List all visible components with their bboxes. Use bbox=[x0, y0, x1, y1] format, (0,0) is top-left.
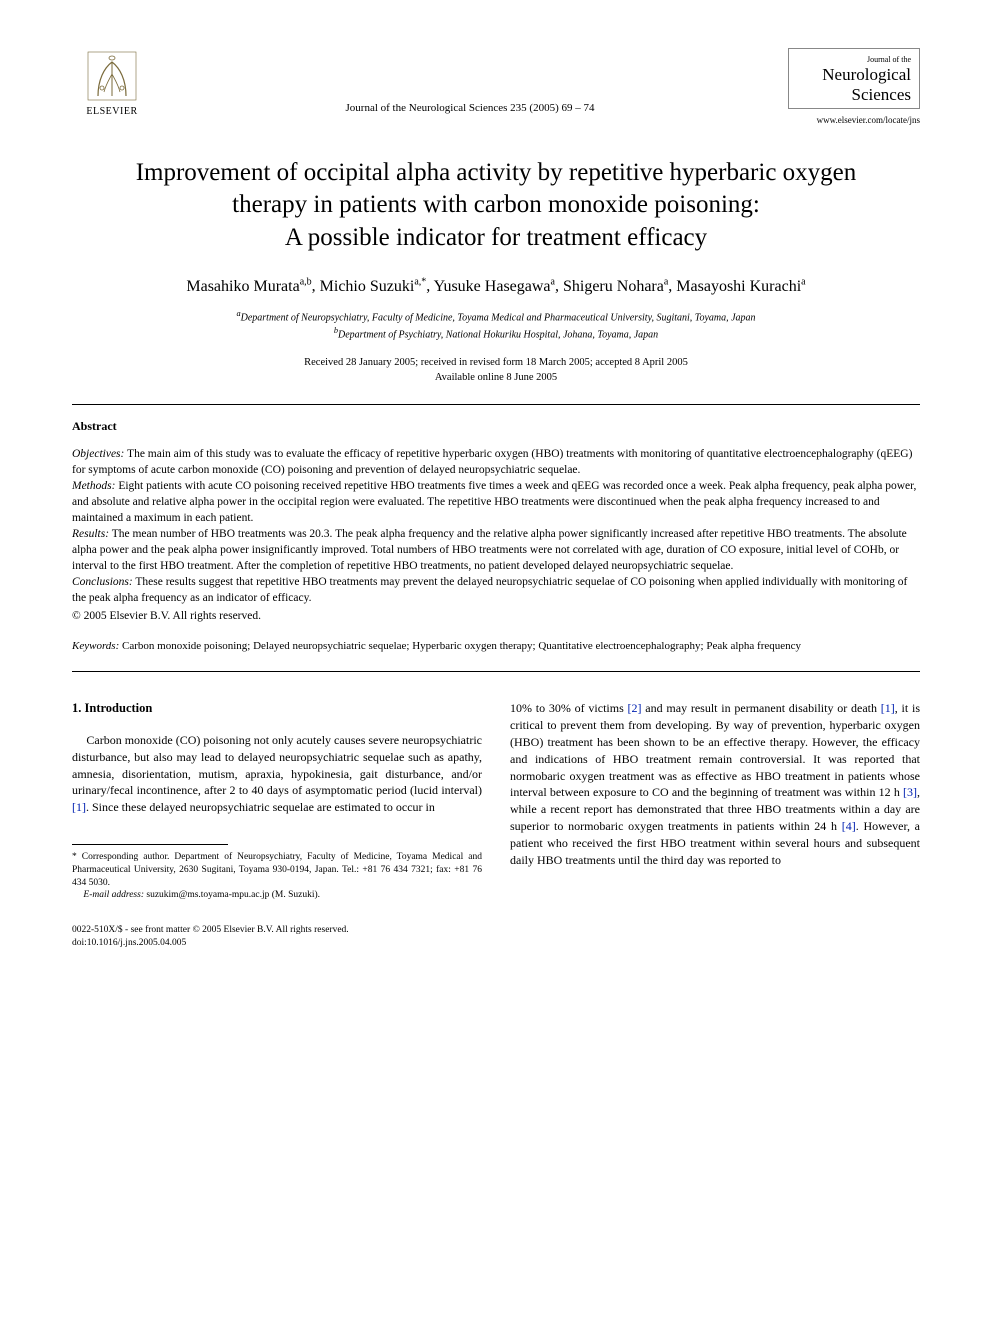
abstract-copyright: © 2005 Elsevier B.V. All rights reserved… bbox=[72, 608, 920, 624]
ref-link-2[interactable]: [2] bbox=[628, 701, 642, 715]
dates-line-2: Available online 8 June 2005 bbox=[72, 371, 920, 386]
article-dates: Received 28 January 2005; received in re… bbox=[72, 356, 920, 385]
affiliations: aDepartment of Neuropsychiatry, Faculty … bbox=[72, 308, 920, 343]
ref-link-3[interactable]: [3] bbox=[903, 785, 917, 799]
publisher-block: ELSEVIER bbox=[72, 48, 152, 117]
author-3: Yusuke Hasegawaa bbox=[434, 278, 555, 295]
email-footnote: E-mail address: suzukim@ms.toyama-mpu.ac… bbox=[72, 889, 482, 902]
corresponding-author-footnote: * Corresponding author. Department of Ne… bbox=[72, 851, 482, 889]
author-2: Michio Suzukia,* bbox=[320, 278, 427, 295]
rule-top bbox=[72, 404, 920, 405]
header-row: ELSEVIER Journal of the Neurological Sci… bbox=[72, 48, 920, 125]
author-5: Masayoshi Kurachia bbox=[676, 278, 805, 295]
keywords-text: Carbon monoxide poisoning; Delayed neuro… bbox=[122, 640, 801, 652]
keywords-label: Keywords: bbox=[72, 640, 119, 652]
ref-link-1[interactable]: [1] bbox=[72, 800, 86, 814]
abstract-objectives: Objectives: The main aim of this study w… bbox=[72, 446, 920, 478]
intro-para-1: Carbon monoxide (CO) poisoning not only … bbox=[72, 732, 482, 816]
authors: Masahiko Murataa,b, Michio Suzukia,*, Yu… bbox=[72, 276, 920, 295]
article-title: Improvement of occipital alpha activity … bbox=[72, 157, 920, 255]
affiliation-b: bDepartment of Psychiatry, National Hoku… bbox=[72, 325, 920, 342]
title-line-2: therapy in patients with carbon monoxide… bbox=[232, 191, 760, 218]
journal-logo-line2: Sciences bbox=[797, 86, 911, 104]
journal-url: www.elsevier.com/locate/jns bbox=[817, 115, 920, 125]
journal-citation: Journal of the Neurological Sciences 235… bbox=[152, 48, 788, 114]
author-1: Masahiko Murataa,b bbox=[186, 278, 311, 295]
footnotes: * Corresponding author. Department of Ne… bbox=[72, 851, 482, 902]
title-line-1: Improvement of occipital alpha activity … bbox=[136, 159, 857, 186]
rule-bottom bbox=[72, 671, 920, 672]
dates-line-1: Received 28 January 2005; received in re… bbox=[72, 356, 920, 371]
abstract-conclusions: Conclusions: These results suggest that … bbox=[72, 574, 920, 606]
column-right: 10% to 30% of victims [2] and may result… bbox=[510, 700, 920, 949]
column-left: 1. Introduction Carbon monoxide (CO) poi… bbox=[72, 700, 482, 949]
journal-logo-top: Journal of the bbox=[797, 55, 911, 64]
affiliation-a: aDepartment of Neuropsychiatry, Faculty … bbox=[72, 308, 920, 325]
title-line-3: A possible indicator for treatment effic… bbox=[285, 224, 707, 251]
body-columns: 1. Introduction Carbon monoxide (CO) poi… bbox=[72, 700, 920, 949]
bottom-meta: 0022-510X/$ - see front matter © 2005 El… bbox=[72, 924, 482, 950]
journal-logo-line1: Neurological bbox=[797, 66, 911, 84]
intro-para-2: 10% to 30% of victims [2] and may result… bbox=[510, 700, 920, 868]
publisher-name: ELSEVIER bbox=[86, 106, 137, 117]
ref-link-4[interactable]: [4] bbox=[842, 819, 856, 833]
journal-logo: Journal of the Neurological Sciences bbox=[788, 48, 920, 109]
ref-link-1b[interactable]: [1] bbox=[881, 701, 895, 715]
elsevier-logo bbox=[84, 48, 140, 104]
footnote-rule bbox=[72, 844, 228, 845]
abstract-body: Objectives: The main aim of this study w… bbox=[72, 446, 920, 625]
doi-line: doi:10.1016/j.jns.2005.04.005 bbox=[72, 937, 482, 950]
author-4: Shigeru Noharaa bbox=[563, 278, 668, 295]
abstract-methods: Methods: Eight patients with acute CO po… bbox=[72, 478, 920, 526]
keywords: Keywords: Carbon monoxide poisoning; Del… bbox=[72, 639, 920, 654]
journal-brand-block: Journal of the Neurological Sciences www… bbox=[788, 48, 920, 125]
abstract-results: Results: The mean number of HBO treatmen… bbox=[72, 526, 920, 574]
intro-heading: 1. Introduction bbox=[72, 700, 482, 718]
abstract-heading: Abstract bbox=[72, 419, 920, 434]
issn-line: 0022-510X/$ - see front matter © 2005 El… bbox=[72, 924, 482, 937]
